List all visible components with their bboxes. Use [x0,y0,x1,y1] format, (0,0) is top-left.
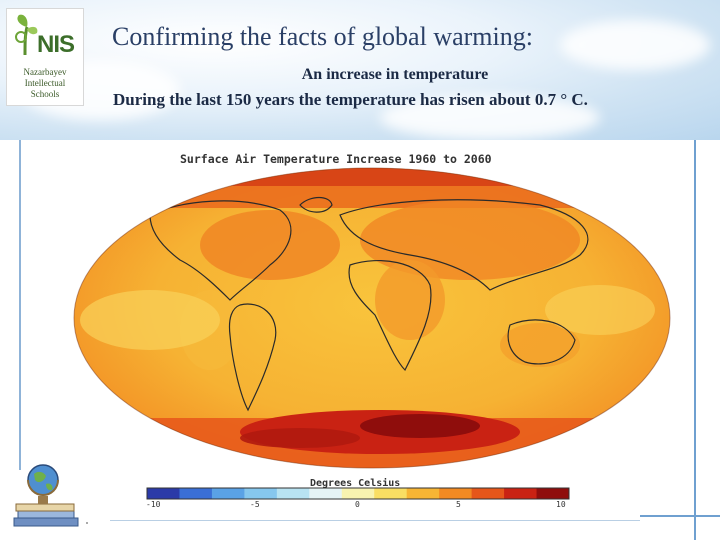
colorbar-tick: -10 [146,500,161,509]
sprout-icon [15,14,38,56]
colorbar-tick: 0 [355,500,360,509]
logo-mark: NIS [37,31,75,58]
divider-line [694,140,696,540]
colorbar-segment [309,488,343,499]
colorbar-segment [406,488,440,499]
colorbar-tick: 5 [456,500,461,509]
colorbar-segment [179,488,213,499]
cloud [380,95,600,140]
colorbar-segment [374,488,408,499]
colorbar [147,488,570,499]
colorbar-segment [211,488,245,499]
slide-statement: During the last 150 years the temperatur… [113,90,588,109]
colorbar-segment [439,488,473,499]
colorbar-segment [471,488,505,499]
colorbar-tick: -5 [250,500,260,509]
slide-title: Confirming the facts of global warming: [112,22,533,51]
logo-line: Intellectual [24,78,66,88]
globe-with-books-icon [13,464,88,527]
cloud [560,20,710,70]
colorbar-segment [341,488,375,499]
nis-logo: NIS Nazarbayev Intellectual Schools [6,8,84,106]
colorbar-segment [276,488,310,499]
colorbar-segment [244,488,278,499]
divider-line [19,140,21,470]
map-title: Surface Air Temperature Increase 1960 to… [180,152,492,166]
divider-line [110,520,640,521]
colorbar-segment [147,488,180,499]
slide-subtitle: An increase in temperature [301,66,489,83]
colorbar-tick: 10 [556,500,566,509]
logo-line: Schools [30,89,60,99]
colorbar-segment [504,488,538,499]
colorbar-label: Degrees Celsius [310,478,401,489]
colorbar-segment [536,488,570,499]
divider-line [640,515,720,517]
logo-line: Nazarbayev [23,67,67,77]
